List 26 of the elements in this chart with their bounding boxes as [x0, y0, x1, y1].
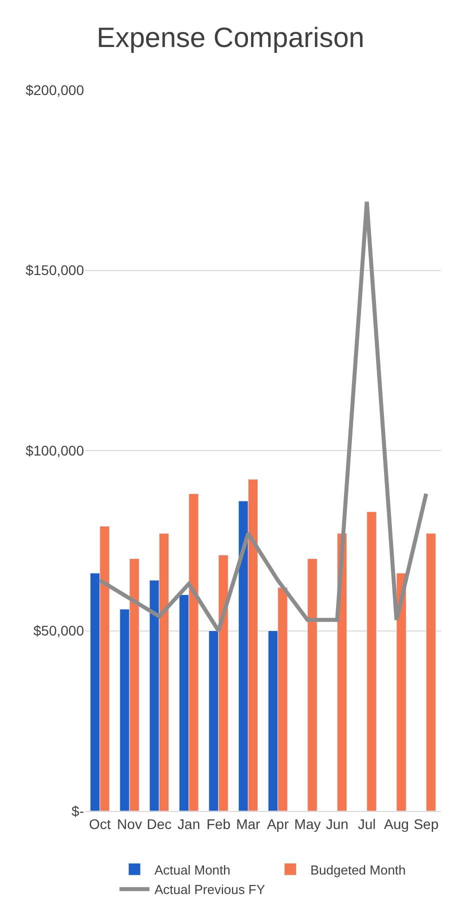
bar: [426, 533, 436, 811]
y-tick-label: $200,000: [26, 82, 84, 98]
x-tick-label: Apr: [266, 816, 290, 832]
bar: [307, 558, 318, 811]
x-tick-label: Jul: [358, 816, 376, 832]
legend-label: Actual Previous FY: [154, 882, 266, 898]
x-tick-label: Aug: [384, 816, 409, 832]
chart-title: Expense Comparison: [96, 22, 364, 54]
bar: [396, 572, 406, 811]
x-tick-label: Sep: [414, 816, 439, 832]
y-tick-label: $150,000: [26, 262, 84, 278]
x-tick-label: Jan: [178, 816, 200, 832]
y-tick-label: $-: [72, 802, 84, 819]
x-tick-label: Oct: [88, 816, 111, 832]
y-tick-label: $50,000: [33, 622, 84, 639]
legend-label: Budgeted Month: [310, 862, 406, 878]
x-tick-label: Mar: [236, 816, 261, 832]
y-tick-label: $100,000: [26, 442, 84, 458]
x-tick-label: May: [294, 816, 321, 832]
bar: [366, 512, 377, 811]
x-tick-label: Feb: [206, 816, 231, 832]
x-tick-label: Jun: [326, 816, 348, 832]
x-tick-label: Nov: [117, 816, 142, 832]
x-tick-label: Dec: [146, 816, 172, 832]
legend-label: Actual Month: [154, 862, 230, 878]
line-series: [98, 200, 428, 633]
